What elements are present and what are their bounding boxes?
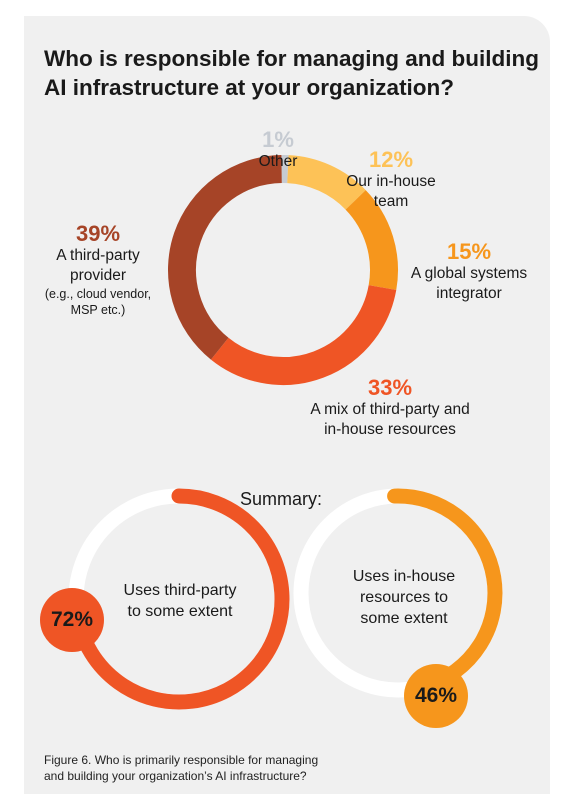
summary-left-line1: Uses third-party xyxy=(123,582,237,599)
label-third-line1: A third-party xyxy=(56,247,140,264)
summary-title: Summary: xyxy=(239,489,322,509)
label-mix-pct: 33% xyxy=(367,375,413,400)
label-third-sub1: (e.g., cloud vendor, xyxy=(44,287,152,301)
label-mix-line2: in-house resources xyxy=(324,421,456,438)
donut-slice-our-in-house-team xyxy=(286,155,366,210)
summary-left-ring-arc xyxy=(70,488,290,710)
label-other: 1% Other xyxy=(248,128,308,172)
summary-right-line1: Uses in-house xyxy=(352,568,456,585)
summary-left-line2: to some extent xyxy=(127,603,233,620)
label-gsi: 15% A global systems integrator xyxy=(394,240,544,304)
caption-line2: and building your organization’s AI infr… xyxy=(44,769,307,783)
label-gsi-pct: 15% xyxy=(446,239,492,264)
donut-slice-a-global-systems-integrator xyxy=(345,190,398,290)
chart-title: Who is responsible for managing and buil… xyxy=(44,46,540,100)
label-other-name: Other xyxy=(258,153,298,170)
label-third-sub2: MSP etc.) xyxy=(70,303,126,317)
main-donut-chart xyxy=(168,155,398,385)
label-inhouse-line1: Our in-house xyxy=(346,173,436,190)
summary-left-text: Uses third-party to some extent xyxy=(100,580,260,622)
summary-right-line3: some extent xyxy=(360,610,448,627)
summary-left-badge: 72% xyxy=(40,588,104,652)
summary-right-badge: 46% xyxy=(404,664,468,728)
summary-ring-in-house xyxy=(293,488,503,698)
summary-right-text: Uses in-house resources to some extent xyxy=(334,566,474,629)
label-mix: 33% A mix of third-party and in-house re… xyxy=(290,376,490,440)
label-third-line2: provider xyxy=(70,267,126,284)
summary-right-line2: resources to xyxy=(359,589,449,606)
figure-caption: Figure 6. Who is primarily responsible f… xyxy=(44,752,384,784)
label-inhouse: 12% Our in-house team xyxy=(326,148,456,212)
caption-line1: Figure 6. Who is primarily responsible f… xyxy=(44,753,319,767)
donut-slice-a-third-party-provider xyxy=(168,155,283,360)
summary-right-ring-arc xyxy=(387,488,503,694)
label-gsi-line2: integrator xyxy=(436,285,502,302)
label-gsi-line1: A global systems xyxy=(410,265,528,282)
label-inhouse-line2: team xyxy=(373,193,409,210)
donut-slice-a-mix-of-third-party-and-in-house-resources xyxy=(210,284,397,385)
label-other-pct: 1% xyxy=(262,127,294,152)
label-mix-line1: A mix of third-party and xyxy=(310,401,470,418)
label-third: 39% A third-party provider (e.g., cloud … xyxy=(28,222,168,318)
label-third-pct: 39% xyxy=(75,221,121,246)
label-inhouse-pct: 12% xyxy=(368,147,414,172)
